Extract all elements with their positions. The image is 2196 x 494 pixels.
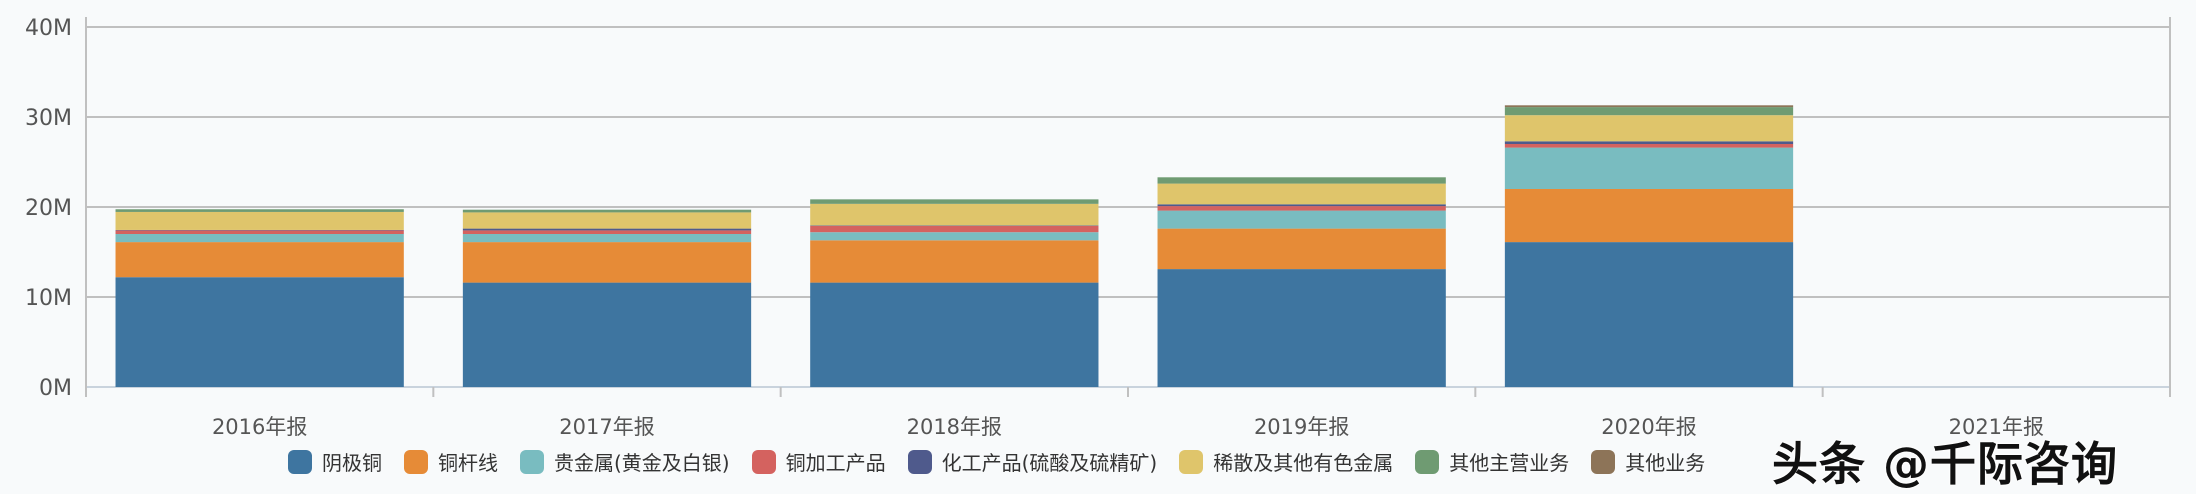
bar-segment-0 xyxy=(810,283,1098,387)
watermark: 头条 @千际咨询 xyxy=(1772,428,2118,494)
legend-label: 其他主营业务 xyxy=(1449,447,1569,476)
bar-segment-6 xyxy=(463,210,751,213)
legend-item[interactable]: 化工产品(硫酸及硫精矿) xyxy=(908,447,1158,476)
legend-swatch xyxy=(1591,450,1615,474)
y-tick-label: 0M xyxy=(39,376,72,401)
bar-segment-0 xyxy=(463,283,751,387)
y-tick-label: 20M xyxy=(25,196,72,221)
bar-segment-3 xyxy=(1158,206,1446,211)
bar-segment-3 xyxy=(1505,144,1793,148)
legend-item[interactable]: 贵金属(黄金及白银) xyxy=(520,447,730,476)
bar-segment-1 xyxy=(116,242,404,277)
legend-swatch xyxy=(404,450,428,474)
x-tick-label: 2019年报 xyxy=(1254,415,1349,439)
bar-segment-5 xyxy=(1158,184,1446,205)
bar-segment-0 xyxy=(1505,242,1793,387)
bar-segment-4 xyxy=(463,229,751,231)
legend-item[interactable]: 阴极铜 xyxy=(288,447,382,476)
legend-swatch xyxy=(908,450,932,474)
legend-label: 化工产品(硫酸及硫精矿) xyxy=(942,447,1158,476)
bar-segment-4 xyxy=(1505,141,1793,144)
bar-segment-0 xyxy=(1158,269,1446,387)
x-tick-label: 2020年报 xyxy=(1601,415,1696,439)
y-tick-label: 40M xyxy=(25,16,72,41)
bar-segment-6 xyxy=(1158,177,1446,183)
bar-segment-0 xyxy=(116,277,404,387)
legend-item[interactable]: 其他业务 xyxy=(1591,447,1705,476)
legend-swatch xyxy=(1179,450,1203,474)
legend-label: 铜杆线 xyxy=(438,447,498,476)
legend-item[interactable]: 铜杆线 xyxy=(404,447,498,476)
legend-label: 铜加工产品 xyxy=(786,447,886,476)
legend-swatch xyxy=(1415,450,1439,474)
x-tick-label: 2017年报 xyxy=(559,415,654,439)
bar-segment-3 xyxy=(116,230,404,234)
legend-item[interactable]: 其他主营业务 xyxy=(1415,447,1569,476)
bar-segment-5 xyxy=(463,212,751,228)
y-tick-label: 10M xyxy=(25,286,72,311)
bar-segment-1 xyxy=(1158,229,1446,270)
bar-segment-2 xyxy=(1158,211,1446,229)
legend-label: 贵金属(黄金及白银) xyxy=(554,447,730,476)
legend-swatch xyxy=(752,450,776,474)
bar-segment-6 xyxy=(1505,107,1793,115)
legend-label: 其他业务 xyxy=(1625,447,1705,476)
bar-segment-1 xyxy=(810,240,1098,282)
legend: 阴极铜 铜杆线 贵金属(黄金及白银) 铜加工产品 化工产品(硫酸及硫精矿) 稀散及其他有色… xyxy=(288,447,1727,476)
bar-segment-2 xyxy=(116,234,404,242)
y-tick-label: 30M xyxy=(25,106,72,131)
bar-segment-2 xyxy=(810,232,1098,240)
legend-item[interactable]: 铜加工产品 xyxy=(752,447,886,476)
bar-segment-2 xyxy=(463,234,751,242)
bar-segment-5 xyxy=(810,204,1098,226)
bar-segment-6 xyxy=(810,199,1098,204)
bar-segment-4 xyxy=(1158,204,1446,206)
bar-segment-2 xyxy=(1505,148,1793,189)
bar-segment-7 xyxy=(1505,105,1793,107)
bar-segment-6 xyxy=(116,209,404,212)
legend-item[interactable]: 稀散及其他有色金属 xyxy=(1179,447,1393,476)
legend-swatch xyxy=(288,450,312,474)
bar-segment-3 xyxy=(810,226,1098,232)
bar-segment-5 xyxy=(1505,115,1793,141)
legend-label: 阴极铜 xyxy=(322,447,382,476)
x-tick-label: 2016年报 xyxy=(212,415,307,439)
legend-swatch xyxy=(520,450,544,474)
legend-label: 稀散及其他有色金属 xyxy=(1213,447,1393,476)
x-tick-label: 2018年报 xyxy=(907,415,1002,439)
bar-segment-5 xyxy=(116,212,404,230)
bar-segment-1 xyxy=(463,242,751,283)
bar-segment-3 xyxy=(463,230,751,234)
bar-segment-1 xyxy=(1505,189,1793,242)
